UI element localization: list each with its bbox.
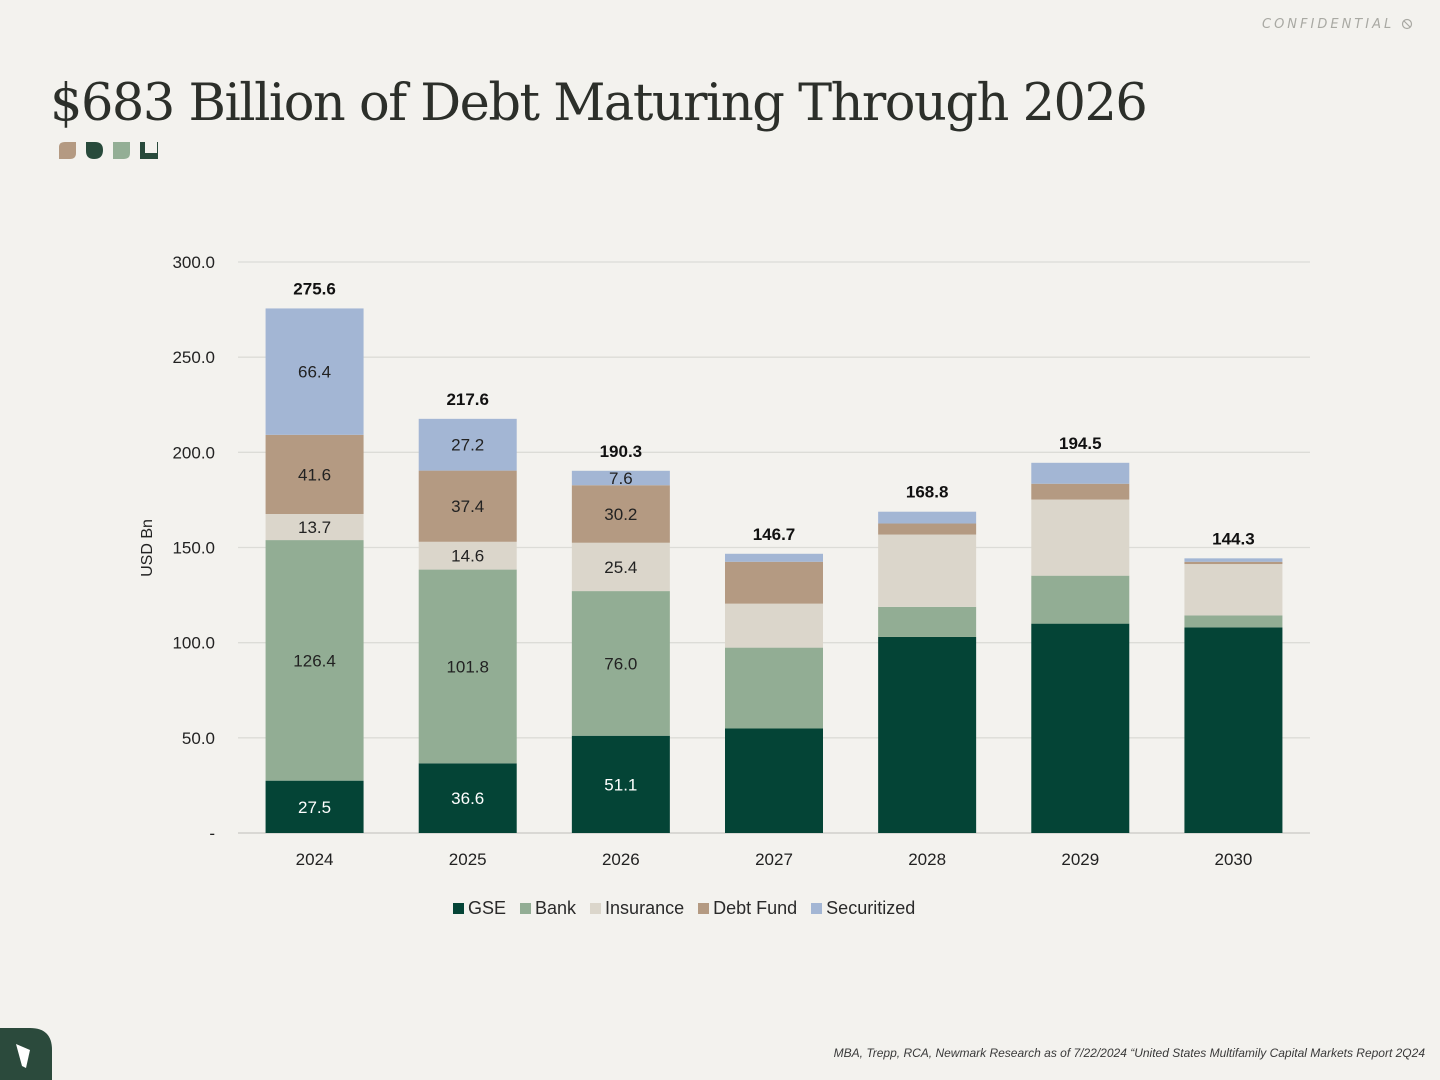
y-tick-label: - (209, 824, 215, 843)
source-footnote: MBA, Trepp, RCA, Newmark Research as of … (833, 1046, 1425, 1060)
bar-segment-securitized-2024 (265, 308, 364, 435)
decorative-leaf-icons (59, 142, 158, 159)
bar-segment-gse-2026 (571, 735, 670, 833)
bar-segment-debt-fund-2025 (418, 470, 517, 542)
legend-swatch (520, 902, 532, 914)
data-label: 25.4 (604, 558, 637, 577)
data-label: 14.6 (451, 547, 484, 566)
data-label: 51.1 (604, 775, 637, 794)
total-label: 194.5 (1059, 434, 1102, 453)
bar-segment-bank-2029 (1031, 575, 1130, 624)
legend-swatch (811, 902, 823, 914)
data-label: 13.7 (298, 518, 331, 537)
no-entry-icon (1401, 18, 1413, 30)
leaf-icon-3 (113, 142, 130, 159)
leaf-icon-2 (86, 142, 103, 159)
bar-segment-gse-2025 (418, 763, 517, 833)
legend-item: GSE (453, 898, 506, 919)
legend-swatch (590, 902, 602, 914)
chart-legend: GSE Bank Insurance Debt Fund Securitized (453, 896, 915, 920)
legend-item: Insurance (590, 898, 684, 919)
bar-segment-insurance-2028 (878, 534, 977, 607)
bar-segment-securitized-2028 (878, 511, 977, 524)
legend-label: GSE (468, 897, 507, 918)
data-label: 66.4 (298, 363, 331, 382)
bar-segment-securitized-2030 (1184, 558, 1283, 562)
data-label: 101.8 (446, 657, 489, 676)
total-label: 190.3 (600, 442, 643, 461)
y-axis-label: USD Bn (139, 519, 156, 577)
legend-label: Bank (535, 897, 577, 918)
total-label: 275.6 (293, 279, 336, 298)
bar-segment-bank-2025 (418, 569, 517, 764)
x-tick-label: 2024 (296, 850, 334, 869)
legend-label: Debt Fund (713, 897, 798, 918)
data-label: 41.6 (298, 465, 331, 484)
bar-segment-bank-2024 (265, 540, 364, 781)
bar-segment-bank-2026 (571, 591, 670, 736)
bar-segment-insurance-2026 (571, 542, 670, 592)
y-tick-label: 250.0 (172, 348, 215, 367)
y-tick-label: 150.0 (172, 539, 215, 558)
bar-segment-insurance-2027 (725, 603, 823, 648)
bar-segment-gse-2028 (878, 636, 977, 833)
y-tick-label: 100.0 (172, 634, 215, 653)
bar-segment-bank-2030 (1184, 615, 1283, 628)
legend-swatch (698, 902, 710, 914)
total-label: 168.8 (906, 483, 949, 502)
legend-label: Securitized (826, 897, 916, 918)
bar-segment-securitized-2026 (571, 470, 670, 486)
bar-segment-insurance-2024 (265, 514, 364, 541)
page-title: $683 Billion of Debt Maturing Through 20… (50, 74, 1148, 133)
data-label: 126.4 (293, 651, 336, 670)
x-tick-label: 2028 (908, 850, 946, 869)
legend-item: Debt Fund (698, 898, 797, 919)
legend-label: Insurance (605, 897, 685, 918)
bar-segment-bank-2028 (878, 606, 977, 637)
bar-segment-bank-2027 (725, 647, 823, 729)
x-tick-label: 2030 (1215, 850, 1253, 869)
bar-segment-gse-2030 (1184, 627, 1283, 833)
x-tick-label: 2027 (755, 850, 793, 869)
data-label: 27.5 (298, 798, 331, 817)
x-tick-label: 2025 (449, 850, 487, 869)
y-tick-label: 50.0 (182, 729, 215, 748)
legend-item: Securitized (811, 898, 915, 919)
y-tick-label: 200.0 (172, 443, 215, 462)
bar-segment-insurance-2029 (1031, 499, 1130, 576)
data-label: 76.0 (604, 654, 637, 673)
data-label: 37.4 (451, 497, 484, 516)
bar-segment-securitized-2027 (725, 553, 823, 562)
brand-logo-icon (0, 1028, 52, 1080)
bar-segment-debt-fund-2030 (1184, 561, 1283, 565)
bar-segment-gse-2029 (1031, 623, 1130, 833)
legend-swatch (453, 902, 464, 914)
data-label: 7.6 (609, 469, 633, 488)
bar-segment-securitized-2029 (1031, 462, 1130, 484)
total-label: 146.7 (753, 525, 796, 544)
legend-item: Bank (520, 898, 576, 919)
bar-segment-debt-fund-2026 (571, 485, 670, 543)
y-tick-label: 300.0 (172, 253, 215, 272)
bar-segment-insurance-2025 (418, 541, 517, 570)
bar-segment-debt-fund-2028 (878, 523, 977, 535)
total-label: 217.6 (446, 390, 489, 409)
leaf-icon-1 (59, 142, 76, 159)
x-tick-label: 2029 (1061, 850, 1099, 869)
data-label: 30.2 (604, 505, 637, 524)
confidential-label: CONFIDENTIAL (1262, 17, 1395, 32)
leaf-icon-4 (140, 142, 158, 159)
bar-segment-securitized-2025 (418, 418, 517, 471)
data-label: 36.6 (451, 789, 484, 808)
total-label: 144.3 (1212, 529, 1255, 548)
bar-segment-debt-fund-2029 (1031, 483, 1130, 500)
x-tick-label: 2026 (602, 850, 640, 869)
bar-segment-debt-fund-2027 (725, 561, 823, 604)
bar-segment-insurance-2030 (1184, 564, 1283, 616)
bar-segment-gse-2024 (265, 780, 364, 833)
data-label: 27.2 (451, 436, 484, 455)
bar-segment-gse-2027 (725, 728, 823, 833)
bar-segment-debt-fund-2024 (265, 434, 364, 515)
